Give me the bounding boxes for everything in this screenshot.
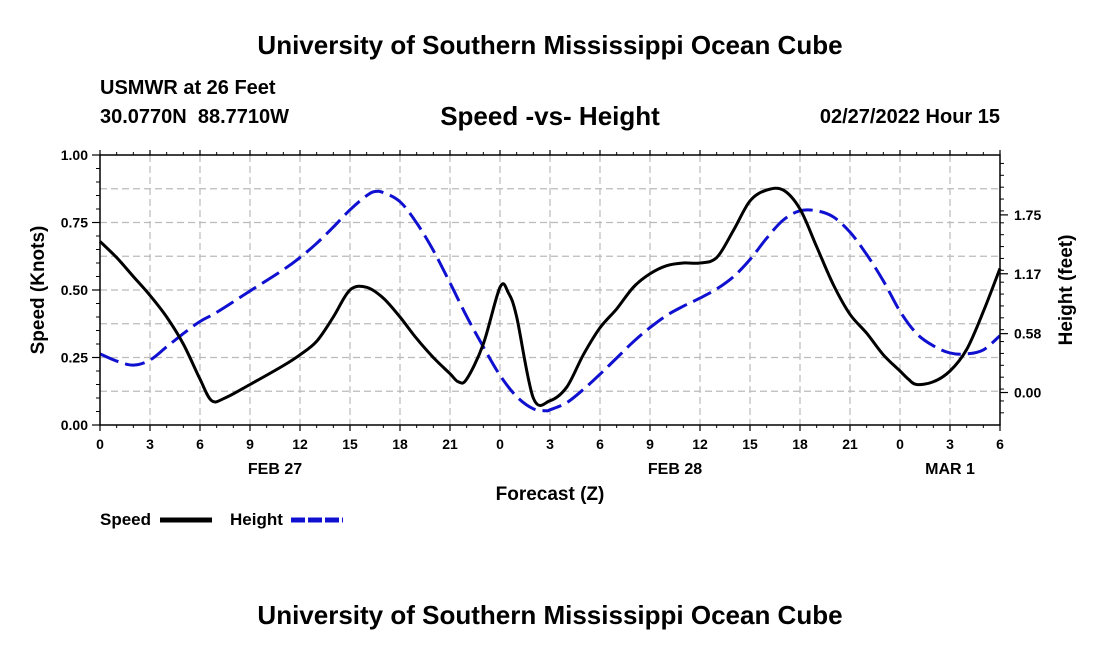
height-line [99, 189, 1001, 413]
x-tick-label: 12 [692, 436, 708, 452]
y2-tick-label: 1.17 [1014, 266, 1041, 282]
legend-height-label: Height [230, 510, 283, 529]
date-label: MAR 1 [925, 461, 975, 478]
x-tick-label: 12 [292, 436, 308, 452]
y2-tick-label: 0.58 [1014, 326, 1041, 342]
station-name: USMWR at 26 Feet [100, 77, 276, 99]
x-tick-label: 9 [246, 436, 254, 452]
y-tick-label: 0.25 [61, 350, 88, 366]
x-tick-label: 9 [646, 436, 654, 452]
x-tick-label: 3 [546, 436, 554, 452]
height-series [99, 189, 1001, 413]
y2-tick-label: 1.75 [1014, 207, 1041, 223]
y2-tick-labels: 0.00 0.58 1.17 1.75 [1014, 207, 1041, 401]
x-axis-title: Forecast (Z) [496, 484, 605, 505]
y2-tick-label: 0.00 [1014, 385, 1041, 401]
x-tick-label: 18 [792, 436, 808, 452]
x-tick-label: 0 [96, 436, 104, 452]
y-axis-title: Speed (Knots) [28, 226, 49, 355]
y-tick-label: 0.00 [61, 417, 88, 433]
run-time: 02/27/2022 Hour 15 [819, 106, 1000, 128]
legend-speed-label: Speed [100, 510, 151, 529]
x-tick-label: 3 [146, 436, 154, 452]
y-tick-labels: 0.00 0.25 0.50 0.75 1.00 [61, 147, 88, 433]
x-tick-label: 21 [842, 436, 858, 452]
date-labels: FEB 27 FEB 28 MAR 1 [248, 461, 975, 478]
main-title: University of Southern Mississippi Ocean… [257, 30, 843, 60]
x-tick-label: 3 [946, 436, 954, 452]
date-label: FEB 27 [248, 461, 302, 478]
x-tick-label: 21 [442, 436, 458, 452]
x-tick-label: 6 [196, 436, 204, 452]
x-tick-labels: 0 3 6 9 12 15 18 21 0 3 6 9 12 15 18 21 0 3 6 [96, 436, 1004, 452]
y-tick-label: 0.50 [61, 282, 88, 298]
x-tick-label: 0 [896, 436, 904, 452]
x-tick-label: 18 [392, 436, 408, 452]
x-tick-label: 0 [496, 436, 504, 452]
y-tick-label: 1.00 [61, 147, 88, 163]
y-tick-label: 0.75 [61, 215, 88, 231]
speed-line [98, 186, 1002, 407]
grid [100, 155, 1000, 425]
axis-ticks [92, 150, 1008, 431]
chart-subtitle: Speed -vs- Height [440, 101, 660, 131]
date-label: FEB 28 [648, 461, 702, 478]
station-coords: 30.0770N 88.7710W [100, 106, 290, 128]
y2-axis-title: Height (feet) [1056, 235, 1077, 346]
legend: Speed Height [100, 510, 343, 529]
speed-series [98, 186, 1002, 407]
x-tick-label: 6 [996, 436, 1004, 452]
footer-title: University of Southern Mississippi Ocean… [257, 600, 843, 630]
x-tick-label: 15 [742, 436, 758, 452]
x-tick-label: 15 [342, 436, 358, 452]
x-tick-label: 6 [596, 436, 604, 452]
